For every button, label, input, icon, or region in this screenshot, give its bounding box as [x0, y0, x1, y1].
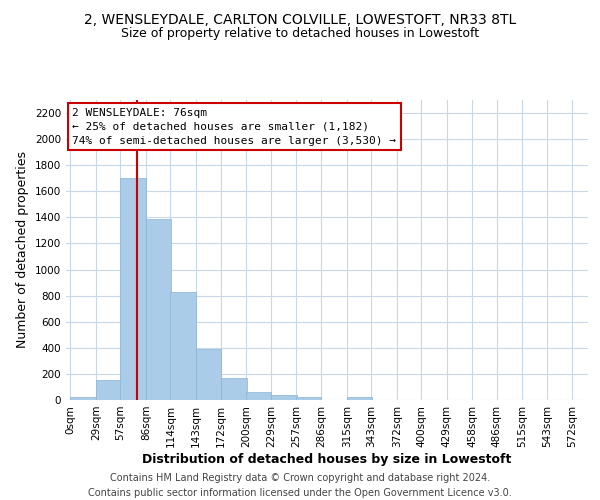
Bar — [246, 392, 271, 400]
Bar — [271, 396, 297, 400]
Bar — [146, 218, 171, 400]
Bar — [196, 349, 221, 400]
Text: Size of property relative to detached houses in Lowestoft: Size of property relative to detached ho… — [121, 28, 479, 40]
Bar — [221, 378, 247, 400]
Bar — [70, 398, 96, 400]
Bar — [121, 178, 146, 400]
Y-axis label: Number of detached properties: Number of detached properties — [16, 152, 29, 348]
Bar — [347, 396, 372, 400]
Text: 2, WENSLEYDALE, CARLTON COLVILLE, LOWESTOFT, NR33 8TL: 2, WENSLEYDALE, CARLTON COLVILLE, LOWEST… — [84, 12, 516, 26]
Text: 2 WENSLEYDALE: 76sqm
← 25% of detached houses are smaller (1,182)
74% of semi-de: 2 WENSLEYDALE: 76sqm ← 25% of detached h… — [72, 108, 396, 146]
Bar — [170, 292, 196, 400]
X-axis label: Distribution of detached houses by size in Lowestoft: Distribution of detached houses by size … — [142, 452, 512, 466]
Text: Contains HM Land Registry data © Crown copyright and database right 2024.
Contai: Contains HM Land Registry data © Crown c… — [88, 472, 512, 498]
Bar — [96, 380, 121, 400]
Bar — [296, 396, 321, 400]
